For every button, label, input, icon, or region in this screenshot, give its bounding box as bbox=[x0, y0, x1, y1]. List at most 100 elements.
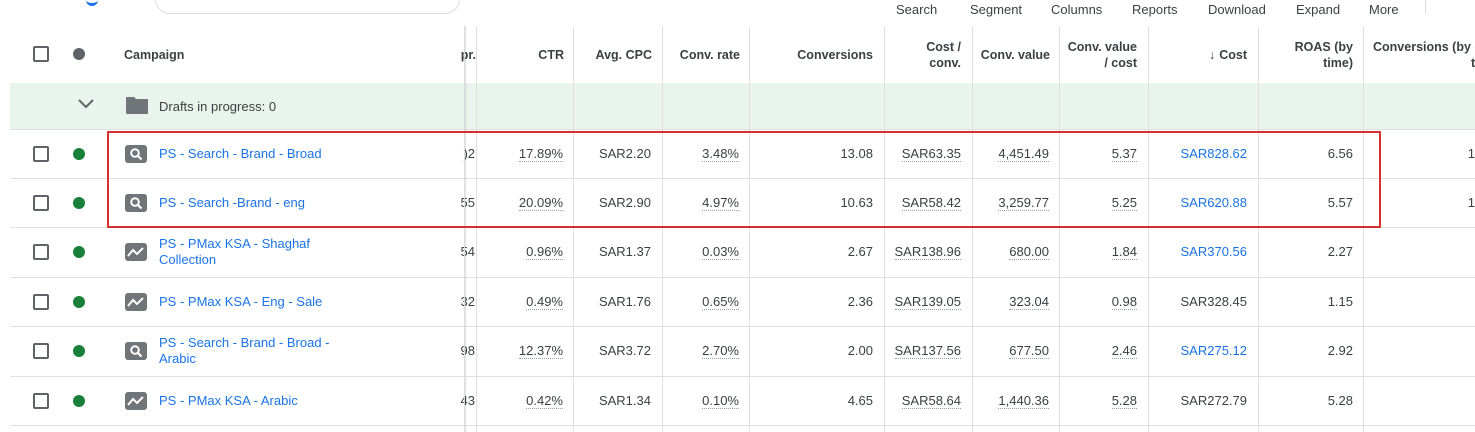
cell-cost: SAR272.79 bbox=[1180, 392, 1248, 408]
cell-ctr: 0.49% bbox=[526, 293, 563, 310]
column-divider bbox=[476, 26, 477, 432]
chevron-down-icon[interactable] bbox=[77, 98, 95, 110]
header-ctr[interactable]: CTR bbox=[538, 48, 564, 62]
cell-cost[interactable]: SAR370.56 bbox=[1180, 244, 1248, 259]
table-header: Campaign pr. CTR Avg. CPC Conv. rate Con… bbox=[10, 26, 1475, 84]
campaign-name-link[interactable]: PS - PMax KSA - Eng - Sale bbox=[159, 293, 323, 309]
row-checkbox[interactable] bbox=[33, 293, 49, 310]
cell-conv-rate: 0.10% bbox=[702, 392, 739, 409]
cell-cost-per-conv: SAR63.35 bbox=[901, 145, 961, 162]
campaign-table: Campaign pr. CTR Avg. CPC Conv. rate Con… bbox=[10, 26, 1475, 432]
search-button[interactable]: Search bbox=[896, 2, 938, 17]
cell-conv-rate: 0.03% bbox=[702, 244, 739, 260]
cell-roas-by-time: 5.57 bbox=[1327, 194, 1353, 210]
cell-cost-per-conv: SAR58.42 bbox=[901, 194, 961, 211]
cell-avg-cpc: SAR1.76 bbox=[598, 293, 651, 309]
more-button[interactable]: More bbox=[1369, 2, 1399, 17]
frozen-column-shadow bbox=[465, 26, 467, 432]
cell-conv-value-per-cost: 5.28 bbox=[1111, 392, 1137, 409]
expand-button[interactable]: Expand bbox=[1296, 2, 1341, 17]
search-campaigns-input[interactable] bbox=[155, 0, 460, 14]
cell-cost-per-conv: SAR137.56 bbox=[894, 343, 961, 359]
row-checkbox[interactable] bbox=[33, 244, 49, 260]
cell-conversions: 2.00 bbox=[847, 343, 873, 358]
cell-conv-value: 680.00 bbox=[1009, 244, 1049, 260]
row-checkbox[interactable] bbox=[33, 194, 49, 211]
cell-conv-value: 4,451.49 bbox=[998, 145, 1049, 162]
enabled-status-dot[interactable] bbox=[73, 394, 85, 407]
cell-impressions: 55 bbox=[460, 194, 475, 210]
column-divider bbox=[1363, 26, 1364, 432]
enabled-status-dot[interactable] bbox=[73, 345, 85, 357]
performance-max-icon bbox=[125, 391, 147, 410]
table-row[interactable]: PS - PMax KSA - Shaghaf Collection 54 0.96%… bbox=[10, 227, 1475, 278]
drafts-row[interactable]: Drafts in progress: 0 bbox=[10, 83, 1475, 130]
row-checkbox[interactable] bbox=[33, 392, 49, 409]
cell-conversions: 4.65 bbox=[847, 392, 873, 408]
segment-button[interactable]: Segment bbox=[970, 2, 1023, 17]
cell-conv-value: 323.04 bbox=[1009, 293, 1049, 310]
table-row[interactable]: PS - Search - Brand - Broad)2 17.89% SAR2.… bbox=[10, 129, 1475, 179]
header-cost-per-conv[interactable]: Cost / conv. bbox=[926, 40, 961, 70]
cell-conv-value-per-cost: 2.46 bbox=[1111, 343, 1137, 359]
cell-roas-by-time: 5.28 bbox=[1327, 392, 1353, 408]
column-divider bbox=[662, 26, 663, 432]
enabled-status-dot[interactable] bbox=[73, 147, 85, 160]
cell-roas-by-time: 6.56 bbox=[1327, 145, 1353, 161]
select-all-checkbox[interactable] bbox=[33, 46, 49, 62]
cell-conversions-by-time: 1 bbox=[1467, 145, 1475, 161]
cell-roas-by-time: 2.27 bbox=[1327, 244, 1353, 259]
cell-conv-rate: 2.70% bbox=[702, 343, 739, 359]
cell-impressions: 43 bbox=[460, 392, 475, 408]
enabled-status-dot[interactable] bbox=[73, 196, 85, 209]
campaign-name-link[interactable]: PS - Search -Brand - eng bbox=[159, 194, 305, 210]
cell-roas-by-time: 1.15 bbox=[1327, 293, 1353, 309]
column-divider bbox=[972, 26, 973, 432]
column-divider bbox=[749, 26, 750, 432]
campaign-name-link[interactable]: PS - Search - Brand - Broad bbox=[159, 145, 322, 161]
cell-ctr: 12.37% bbox=[518, 343, 563, 359]
row-checkbox[interactable] bbox=[33, 145, 49, 162]
column-divider bbox=[1059, 26, 1060, 432]
header-conversions[interactable]: Conversions bbox=[797, 48, 873, 62]
table-row[interactable]: PS - Search - Brand - Broad - Arabic 98 12.… bbox=[10, 326, 1475, 377]
cell-ctr: 0.96% bbox=[526, 244, 563, 260]
header-conv-value[interactable]: Conv. value bbox=[980, 48, 1050, 62]
cell-impressions: 32 bbox=[460, 293, 475, 309]
header-cost[interactable]: ↓ Cost bbox=[1208, 48, 1247, 62]
cell-roas-by-time: 2.92 bbox=[1327, 343, 1353, 358]
enabled-status-dot[interactable] bbox=[73, 246, 85, 258]
header-campaign[interactable]: Campaign bbox=[124, 48, 185, 62]
cell-conv-value-per-cost: 5.25 bbox=[1111, 194, 1137, 211]
columns-button[interactable]: Columns bbox=[1051, 2, 1103, 17]
column-divider bbox=[573, 26, 574, 432]
cell-ctr: 20.09% bbox=[518, 194, 563, 211]
row-checkbox[interactable] bbox=[33, 343, 49, 359]
product-logo-icon bbox=[86, 0, 98, 6]
cell-avg-cpc: SAR3.72 bbox=[598, 343, 651, 358]
table-row[interactable]: PS - PMax KSA - Eng - Sale 32 0.49% SAR1.76… bbox=[10, 277, 1475, 327]
header-roas-by-time[interactable]: ROAS (by time) bbox=[1294, 40, 1353, 70]
cell-conversions: 13.08 bbox=[840, 145, 873, 161]
cell-conversions: 2.36 bbox=[847, 293, 873, 309]
cell-avg-cpc: SAR2.90 bbox=[598, 194, 651, 210]
header-conv-value-per-cost[interactable]: Conv. value / cost bbox=[1067, 40, 1137, 70]
table-row[interactable]: PS - Search -Brand - eng 55 20.09% SAR2.90 4… bbox=[10, 178, 1475, 228]
enabled-status-dot[interactable] bbox=[73, 295, 85, 308]
header-avg-cpc[interactable]: Avg. CPC bbox=[595, 48, 653, 62]
cell-cost[interactable]: SAR620.88 bbox=[1180, 194, 1248, 210]
reports-button[interactable]: Reports bbox=[1132, 2, 1178, 17]
column-divider bbox=[1258, 26, 1259, 432]
campaign-name-link[interactable]: PS - PMax KSA - Arabic bbox=[159, 392, 298, 408]
download-button[interactable]: Download bbox=[1208, 2, 1266, 17]
campaign-name-link[interactable]: PS - PMax KSA - Shaghaf Collection bbox=[159, 236, 311, 267]
cell-cost[interactable]: SAR828.62 bbox=[1180, 145, 1248, 161]
cell-cost[interactable]: SAR275.12 bbox=[1180, 343, 1248, 358]
table-row[interactable]: PS - PMax KSA - Arabic 43 0.42% SAR1.34 0.10… bbox=[10, 376, 1475, 426]
cell-cost: SAR328.45 bbox=[1180, 293, 1248, 309]
cell-ctr: 17.89% bbox=[518, 145, 563, 162]
campaign-name-link[interactable]: PS - Search - Brand - Broad - Arabic bbox=[159, 335, 330, 366]
header-conv-rate[interactable]: Conv. rate bbox=[679, 48, 740, 62]
cell-conversions: 10.63 bbox=[840, 194, 873, 210]
